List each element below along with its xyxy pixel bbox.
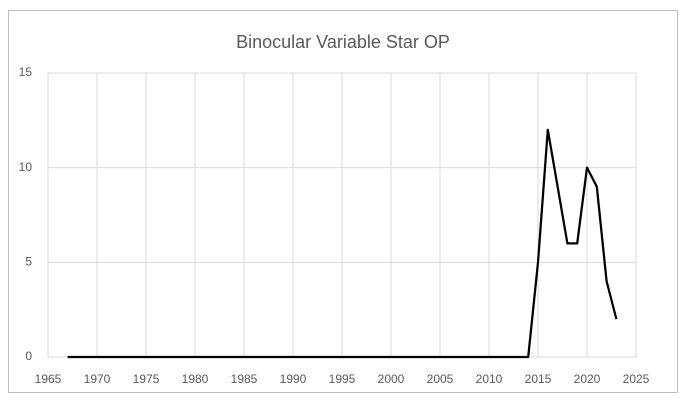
x-tick-label: 2000	[378, 372, 405, 386]
y-tick-label: 10	[19, 160, 33, 174]
x-tick-label: 1980	[182, 372, 209, 386]
chart-border	[8, 10, 678, 393]
x-tick-label: 2005	[427, 372, 454, 386]
x-tick-label: 1975	[133, 372, 160, 386]
data-line	[67, 128, 618, 359]
x-tick-label: 2015	[525, 372, 552, 386]
y-tick-label: 0	[25, 349, 32, 363]
x-tick-label: 1985	[231, 372, 258, 386]
x-tick-label: 1970	[84, 372, 111, 386]
chart-title: Binocular Variable Star OP	[236, 32, 450, 52]
x-tick-label: 1965	[35, 372, 62, 386]
y-tick-label: 5	[25, 255, 32, 269]
x-tick-label: 1995	[329, 372, 356, 386]
y-tick-label: 15	[19, 65, 33, 79]
x-tick-label: 2010	[476, 372, 503, 386]
x-tick-label: 2025	[623, 372, 650, 386]
x-tick-label: 2020	[574, 372, 601, 386]
x-tick-label: 1990	[280, 372, 307, 386]
